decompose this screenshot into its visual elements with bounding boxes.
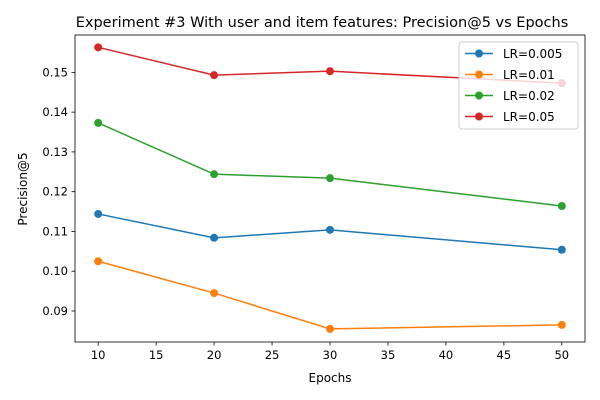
legend-marker — [475, 70, 483, 79]
x-tick-label: 30 — [323, 348, 338, 362]
series-line — [97, 260, 562, 330]
series-line — [98, 213, 562, 251]
legend-label: LR=0.005 — [503, 47, 562, 61]
data-point — [94, 43, 103, 52]
data-point — [557, 201, 566, 210]
legend-item: LR=0.02 — [465, 89, 555, 103]
y-tick-label: 0.14 — [42, 105, 68, 119]
legend-item: LR=0.01 — [465, 68, 555, 82]
y-tick-label: 0.12 — [42, 185, 68, 199]
x-axis-label: Epochs — [309, 371, 352, 385]
x-axis: 10 15 20 25 30 35 40 45 50 — [91, 342, 569, 362]
y-axis-label: Precision@5 — [16, 152, 30, 225]
data-point — [326, 67, 334, 76]
legend-marker — [475, 112, 483, 121]
data-point — [326, 174, 334, 183]
series-2 — [94, 118, 566, 210]
data-point — [326, 225, 334, 234]
legend-item: LR=0.005 — [465, 47, 562, 61]
y-tick-label: 0.13 — [42, 145, 68, 159]
x-tick-label: 20 — [207, 348, 222, 362]
legend-marker — [475, 91, 483, 100]
legend: LR=0.005 LR=0.01 LR=0.02 LR=0.05 — [458, 41, 579, 130]
legend-box — [458, 41, 579, 130]
x-tick-label: 50 — [554, 348, 569, 362]
series-1 — [94, 257, 566, 333]
x-tick-label: 10 — [91, 348, 106, 362]
series-0 — [94, 209, 566, 254]
series-group — [94, 43, 566, 333]
data-point — [210, 71, 219, 80]
series-line — [97, 122, 562, 207]
y-tick-label: 0.11 — [42, 224, 68, 238]
legend-label: LR=0.02 — [503, 89, 555, 103]
legend-label: LR=0.01 — [503, 68, 555, 82]
data-point — [557, 320, 566, 329]
x-tick-label: 15 — [149, 348, 164, 362]
data-point — [94, 118, 103, 127]
x-tick-label: 35 — [381, 348, 396, 362]
data-point — [557, 245, 566, 254]
chart-title: Experiment #3 With user and item feature… — [76, 15, 569, 31]
data-point — [94, 257, 103, 266]
x-tick-label: 45 — [497, 348, 512, 362]
x-tick-label: 40 — [439, 348, 454, 362]
legend-label: LR=0.05 — [503, 110, 555, 124]
series-line — [98, 46, 562, 84]
data-point — [210, 170, 219, 179]
y-tick-label: 0.15 — [42, 65, 68, 79]
data-point — [326, 324, 334, 333]
y-tick-label: 0.09 — [42, 304, 68, 318]
data-point — [94, 209, 103, 218]
x-tick-label: 25 — [265, 348, 280, 362]
data-point — [210, 233, 219, 242]
legend-item: LR=0.05 — [465, 110, 555, 124]
y-tick-label: 0.10 — [42, 264, 68, 278]
data-point — [210, 289, 219, 298]
legend-marker — [475, 49, 483, 58]
y-axis: 0.09 0.10 0.11 0.12 0.13 0.14 0.15 — [42, 65, 75, 318]
